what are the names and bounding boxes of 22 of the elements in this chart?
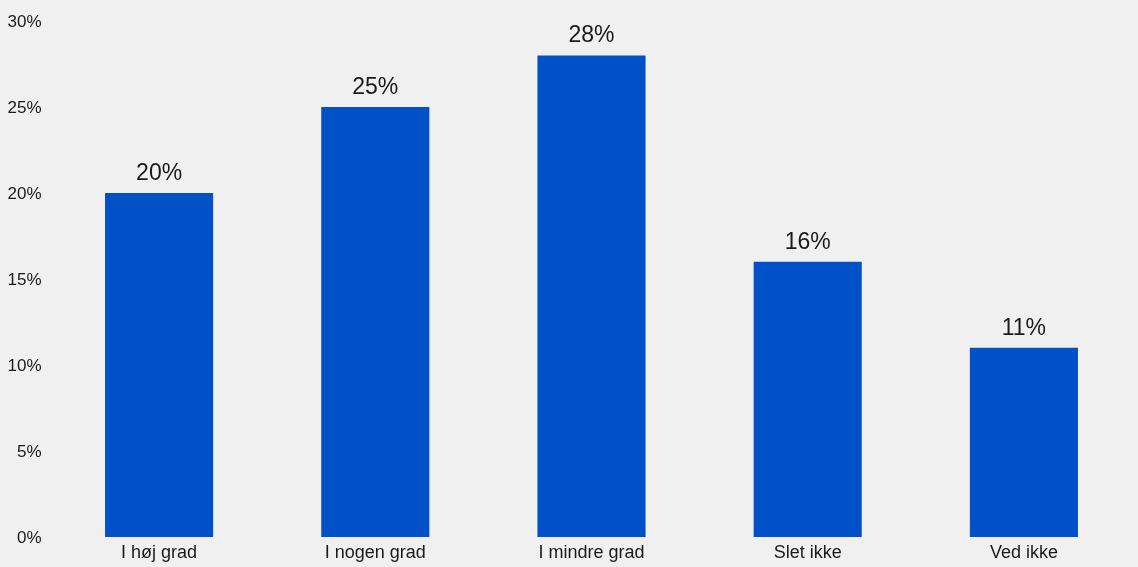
y-tick-label: 30% xyxy=(7,11,42,31)
y-tick-label: 5% xyxy=(16,441,42,461)
bar xyxy=(969,347,1078,537)
x-tick-label: Ved ikke xyxy=(989,541,1058,562)
data-label: 20% xyxy=(136,159,183,185)
data-label: 28% xyxy=(568,21,615,48)
y-tick-label: 10% xyxy=(7,355,42,375)
bar xyxy=(321,107,430,537)
x-tick-label: I høj grad xyxy=(121,541,198,562)
y-tick-label: 15% xyxy=(7,269,42,289)
x-tick-label: Slet ikke xyxy=(773,541,842,562)
data-label: 11% xyxy=(1001,313,1047,340)
x-tick-label: I nogen grad xyxy=(324,541,426,562)
bar xyxy=(105,193,214,537)
x-tick-label: I mindre grad xyxy=(538,541,645,562)
data-label: 16% xyxy=(784,227,831,254)
bar xyxy=(753,261,862,537)
y-tick-label: 0% xyxy=(16,527,42,547)
bar xyxy=(537,55,646,537)
data-label: 25% xyxy=(352,73,399,99)
y-tick-label: 20% xyxy=(7,183,42,203)
y-tick-label: 25% xyxy=(7,97,42,117)
